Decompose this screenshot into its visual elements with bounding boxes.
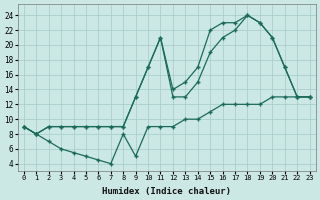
X-axis label: Humidex (Indice chaleur): Humidex (Indice chaleur) — [102, 187, 231, 196]
